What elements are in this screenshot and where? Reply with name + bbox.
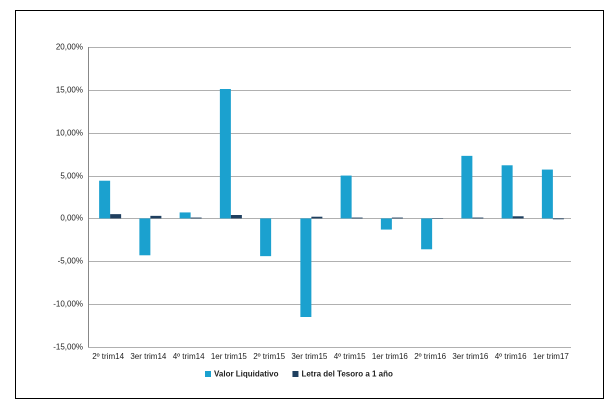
bar xyxy=(260,218,272,257)
x-tick-label: 2º trim16 xyxy=(414,352,446,361)
x-tick-label: 1er trim16 xyxy=(372,352,409,361)
bar xyxy=(472,217,484,219)
x-tick-label: 3er trim14 xyxy=(130,352,167,361)
y-tick-label: 20,00% xyxy=(56,43,83,52)
x-tick-label: 1er trim15 xyxy=(211,352,248,361)
y-tick-label: 5,00% xyxy=(60,172,83,181)
x-tick-label: 1er trim17 xyxy=(533,352,570,361)
bar xyxy=(150,215,162,219)
x-tick-label: 2º trim15 xyxy=(253,352,285,361)
bar xyxy=(512,216,524,219)
bar xyxy=(139,218,151,256)
bar xyxy=(552,218,564,220)
x-tick-label: 3er trim16 xyxy=(452,352,489,361)
bar xyxy=(219,89,231,219)
y-tick-label: 10,00% xyxy=(56,129,83,138)
x-tick-label: 4º trim16 xyxy=(495,352,527,361)
y-tick-label: -5,00% xyxy=(58,257,83,266)
bar xyxy=(230,215,242,219)
legend-label: Letra del Tesoro a 1 año xyxy=(301,370,393,379)
bar xyxy=(541,169,553,219)
bar xyxy=(190,217,202,219)
bar xyxy=(311,216,323,219)
legend-swatch xyxy=(205,371,211,377)
bar xyxy=(351,217,363,219)
legend-swatch xyxy=(292,371,299,377)
bar xyxy=(179,212,191,219)
x-tick-label: 4º trim14 xyxy=(173,352,205,361)
y-tick-label: -10,00% xyxy=(53,300,83,309)
legend-label: Valor Liquidativo xyxy=(214,370,279,379)
bar xyxy=(300,218,312,317)
bar xyxy=(110,214,122,219)
bar xyxy=(99,180,111,219)
x-tick-label: 3er trim15 xyxy=(291,352,328,361)
bar xyxy=(421,218,433,250)
bar xyxy=(461,155,473,219)
y-tick-label: 0,00% xyxy=(60,214,83,223)
x-tick-label: 2º trim14 xyxy=(92,352,124,361)
x-tick-label: 4º trim15 xyxy=(334,352,366,361)
bar xyxy=(391,217,403,219)
bar xyxy=(380,218,392,230)
bar xyxy=(340,175,352,219)
bar xyxy=(501,165,513,219)
y-tick-label: 15,00% xyxy=(56,86,83,95)
y-tick-label: -15,00% xyxy=(53,343,83,352)
